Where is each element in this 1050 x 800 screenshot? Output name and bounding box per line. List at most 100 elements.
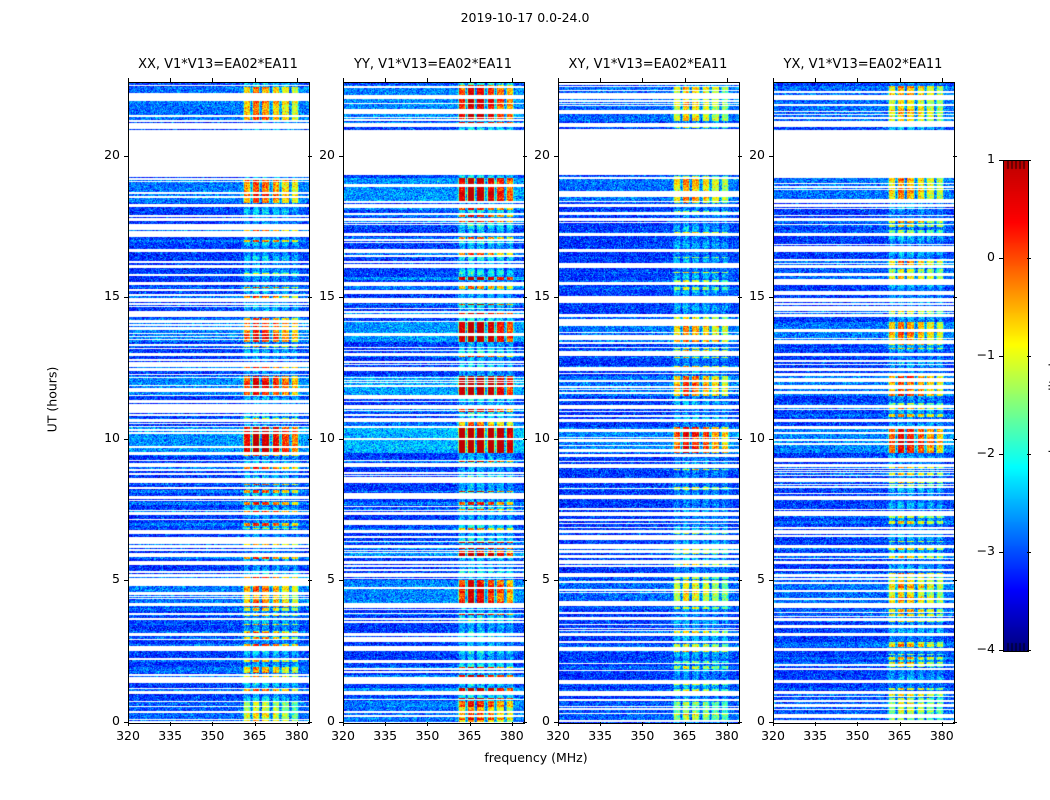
ytick-label-yy-1: 5 xyxy=(327,571,335,587)
ytick-mark-yx-2 xyxy=(769,438,773,440)
xtick-label-yy-1: 335 xyxy=(373,728,398,743)
xtick-label-xy-4: 380 xyxy=(714,728,739,743)
ytick-mark-right-yx-1 xyxy=(953,580,957,582)
ytick-label-yx-2: 10 xyxy=(749,429,765,445)
xtick-mark-yy-3 xyxy=(469,722,471,726)
xtick-mark-top-yx-4 xyxy=(941,78,943,82)
xtick-mark-top-xy-2 xyxy=(642,78,644,82)
xtick-mark-top-yx-3 xyxy=(899,78,901,82)
colorbar-tick-mark-4 xyxy=(999,552,1003,553)
ytick-mark-yy-0 xyxy=(339,722,343,723)
ytick-mark-right-xx-2 xyxy=(308,438,312,440)
xtick-label-yx-0: 320 xyxy=(761,728,785,743)
ytick-mark-yy-1 xyxy=(339,580,343,582)
colorbar-tick-mark-1 xyxy=(999,258,1003,259)
ytick-mark-right-yx-0 xyxy=(953,722,957,723)
colorbar-tick-mark-2 xyxy=(999,356,1003,357)
ytick-mark-right-yy-3 xyxy=(523,297,527,299)
ytick-mark-right-xy-4 xyxy=(738,155,742,157)
colorbar-tick-label-3: −2 xyxy=(976,445,995,460)
xtick-mark-xy-2 xyxy=(642,722,644,726)
ytick-label-xy-4: 20 xyxy=(534,146,550,162)
xtick-mark-xx-0 xyxy=(128,722,129,726)
colorbar-tick-mark-right-4 xyxy=(1027,552,1031,553)
xtick-label-yx-1: 335 xyxy=(803,728,828,743)
xtick-mark-top-yx-0 xyxy=(773,78,774,82)
xtick-mark-top-yy-3 xyxy=(469,78,471,82)
xtick-label-xx-3: 365 xyxy=(242,728,267,743)
xtick-mark-top-yx-1 xyxy=(815,78,817,82)
ytick-mark-right-xx-0 xyxy=(308,722,312,723)
colorbar-tick-mark-right-5 xyxy=(1027,650,1031,651)
ytick-mark-right-xx-3 xyxy=(308,297,312,299)
xtick-mark-yy-1 xyxy=(385,722,387,726)
ytick-mark-right-yy-4 xyxy=(523,155,527,157)
xtick-label-yx-2: 350 xyxy=(845,728,870,743)
ytick-label-xx-0: 0 xyxy=(112,713,120,728)
xtick-mark-top-yy-2 xyxy=(427,78,429,82)
ytick-mark-xx-0 xyxy=(124,722,128,723)
xtick-label-xx-1: 335 xyxy=(158,728,183,743)
panel-title-yy: YY, V1*V13=EA02*EA11 xyxy=(354,57,512,72)
ytick-mark-xy-2 xyxy=(554,438,558,440)
xtick-mark-xx-3 xyxy=(254,722,256,726)
ytick-label-xy-3: 15 xyxy=(534,288,550,304)
ytick-mark-xx-4 xyxy=(124,155,128,157)
ytick-label-yx-4: 20 xyxy=(749,146,765,162)
xtick-mark-xy-1 xyxy=(600,722,602,726)
colorbar-tick-label-5: −4 xyxy=(976,641,995,656)
ytick-label-yy-2: 10 xyxy=(319,429,335,445)
xtick-mark-yx-4 xyxy=(941,722,943,726)
xtick-mark-yx-2 xyxy=(857,722,859,726)
colorbar-tick-mark-right-3 xyxy=(1027,454,1031,455)
xtick-label-yy-3: 365 xyxy=(457,728,482,743)
xtick-mark-top-xx-0 xyxy=(128,78,129,82)
ytick-label-xx-1: 5 xyxy=(112,571,120,587)
xtick-label-xy-3: 365 xyxy=(672,728,697,743)
ytick-mark-right-xy-1 xyxy=(738,580,742,582)
ytick-mark-yx-1 xyxy=(769,580,773,582)
xtick-mark-yx-1 xyxy=(815,722,817,726)
ytick-mark-right-yx-4 xyxy=(953,155,957,157)
xtick-mark-top-xy-0 xyxy=(558,78,559,82)
xtick-label-yy-0: 320 xyxy=(331,728,355,743)
panel-xx xyxy=(128,82,310,724)
ytick-label-xy-1: 5 xyxy=(542,571,550,587)
xtick-mark-xy-0 xyxy=(558,722,559,726)
colorbar-tick-label-0: 1 xyxy=(987,151,995,166)
xtick-mark-xx-4 xyxy=(296,722,298,726)
ytick-mark-xx-2 xyxy=(124,438,128,440)
x-axis-label: frequency (MHz) xyxy=(484,750,588,765)
panel-xy xyxy=(558,82,740,724)
ytick-label-xx-3: 15 xyxy=(104,288,120,304)
ytick-mark-right-xy-2 xyxy=(738,438,742,440)
colorbar-label-main: log xyxy=(1045,434,1050,454)
ytick-mark-yx-0 xyxy=(769,722,773,723)
xtick-mark-yy-2 xyxy=(427,722,429,726)
xtick-mark-top-xy-3 xyxy=(684,78,686,82)
ytick-mark-right-yy-1 xyxy=(523,580,527,582)
colorbar-label: log10 amplitude xyxy=(1046,324,1050,484)
xtick-label-xx-2: 350 xyxy=(200,728,225,743)
ytick-label-yx-3: 15 xyxy=(749,288,765,304)
y-axis-label: UT (hours) xyxy=(44,366,60,433)
ytick-mark-xy-1 xyxy=(554,580,558,582)
xtick-mark-xy-3 xyxy=(684,722,686,726)
ytick-label-yy-4: 20 xyxy=(319,146,335,162)
ytick-mark-yy-4 xyxy=(339,155,343,157)
xtick-mark-yx-3 xyxy=(899,722,901,726)
xtick-label-xy-1: 335 xyxy=(588,728,613,743)
xtick-mark-top-yx-2 xyxy=(857,78,859,82)
panel-title-xy: XY, V1*V13=EA02*EA11 xyxy=(568,57,728,72)
xtick-mark-yy-0 xyxy=(343,722,344,726)
xtick-mark-top-xx-2 xyxy=(212,78,214,82)
panel-yy xyxy=(343,82,525,724)
ytick-mark-yy-3 xyxy=(339,297,343,299)
ytick-mark-yx-4 xyxy=(769,155,773,157)
colorbar xyxy=(1003,160,1029,652)
ytick-mark-xy-3 xyxy=(554,297,558,299)
panel-title-xx: XX, V1*V13=EA02*EA11 xyxy=(138,57,298,72)
colorbar-tick-label-1: 0 xyxy=(987,249,995,264)
ytick-label-yy-0: 0 xyxy=(327,713,335,728)
ytick-mark-right-yx-3 xyxy=(953,297,957,299)
